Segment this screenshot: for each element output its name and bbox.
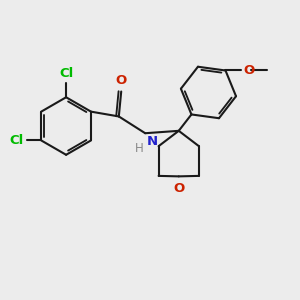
Text: O: O xyxy=(173,182,184,195)
Text: O: O xyxy=(244,64,255,77)
Text: Cl: Cl xyxy=(10,134,24,147)
Text: H: H xyxy=(135,142,144,155)
Text: O: O xyxy=(116,74,127,87)
Text: Cl: Cl xyxy=(59,67,73,80)
Text: N: N xyxy=(147,135,158,148)
